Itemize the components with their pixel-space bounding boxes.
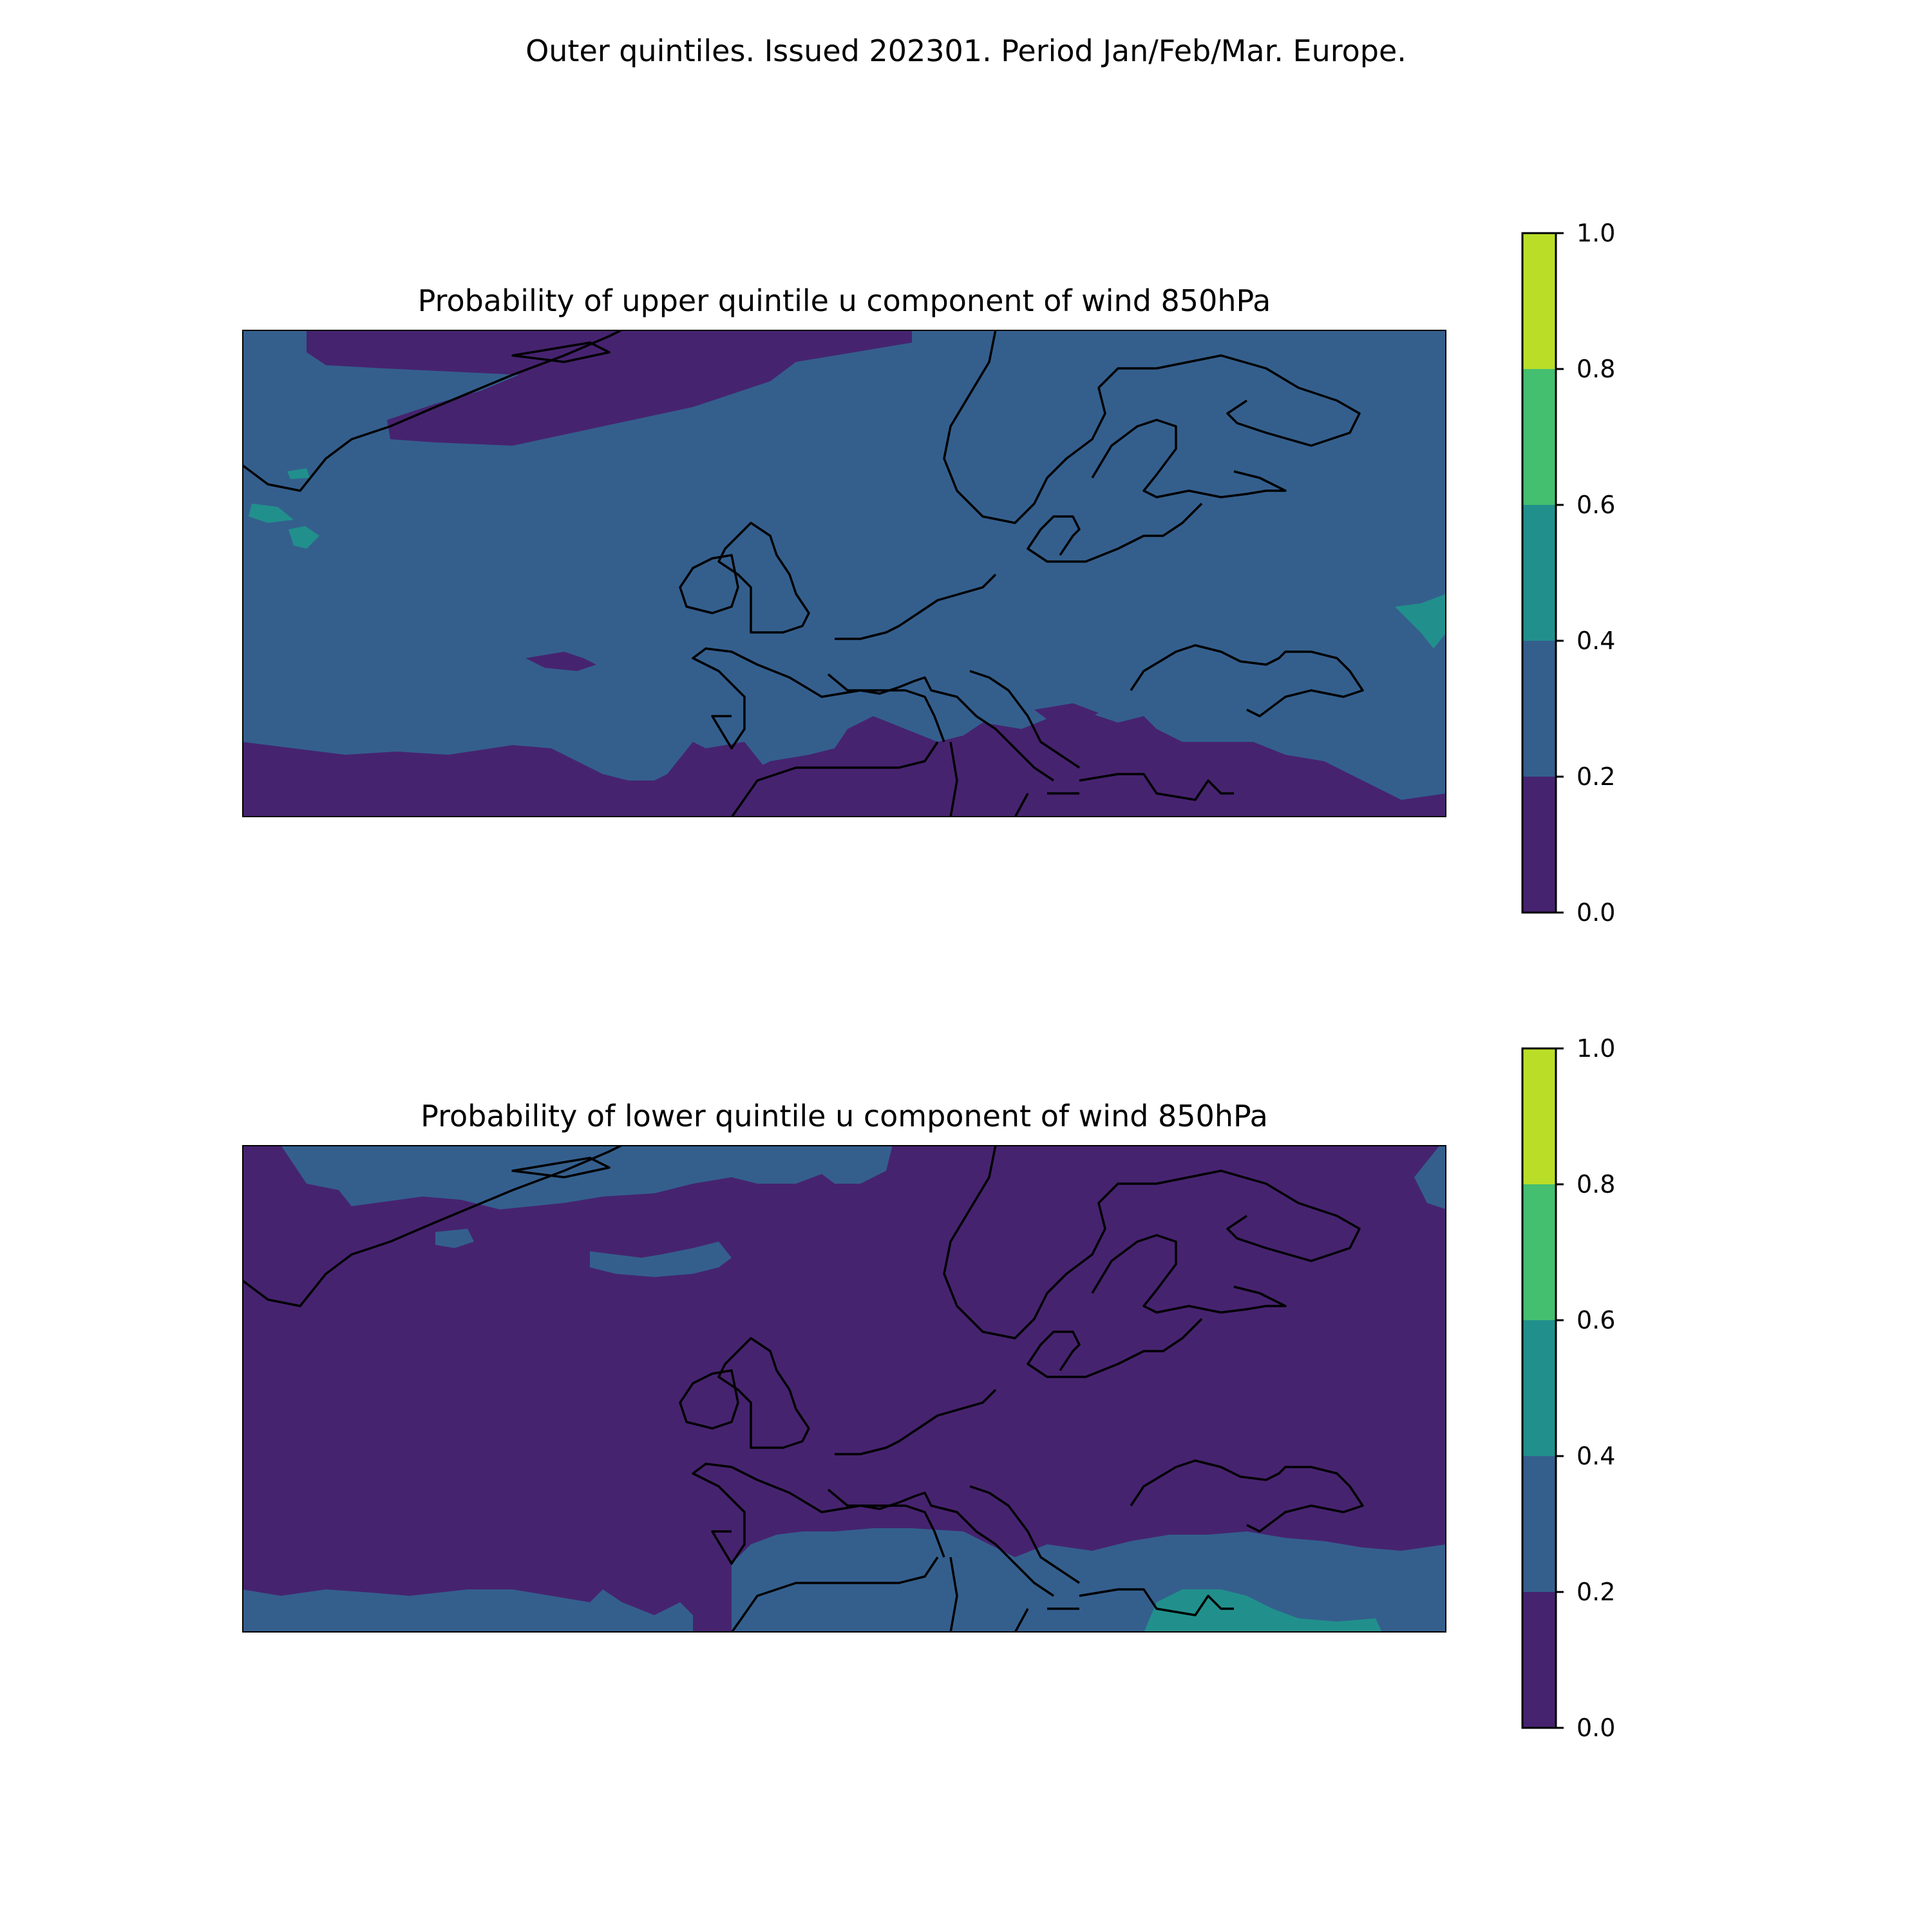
colorbar-band — [1522, 1184, 1556, 1320]
colorbar-band — [1522, 1592, 1556, 1728]
figure-title: Outer quintiles. Issued 202301. Period J… — [526, 33, 1406, 68]
coastlines — [242, 330, 1364, 817]
colorbar-upper — [1521, 232, 1564, 914]
colorbar-upper-tick: 0.8 — [1577, 355, 1616, 383]
fill-level-0.0-0.2 — [242, 742, 822, 817]
map-lower-quintile — [242, 1145, 1446, 1633]
colorbar-lower-tick: 0.2 — [1577, 1578, 1616, 1606]
colorbar-lower-tick: 0.6 — [1577, 1306, 1616, 1334]
colorbar-upper-tick: 0.4 — [1577, 627, 1616, 655]
colorbar-lower-tick: 0.4 — [1577, 1442, 1616, 1470]
colorbar-band — [1522, 505, 1556, 641]
fill-level-0.2-0.4 — [590, 1242, 732, 1277]
colorbar-band — [1522, 641, 1556, 777]
panel-upper-title: Probability of upper quintile u componen… — [417, 283, 1271, 318]
coastlines — [242, 1145, 1364, 1633]
colorbar-band — [1522, 1320, 1556, 1456]
fill-level-0.2-0.4 — [281, 1145, 893, 1209]
colorbar-band — [1522, 1048, 1556, 1184]
colorbar-upper-tick: 1.0 — [1577, 219, 1616, 247]
fill-level-0.4-0.6 — [287, 468, 310, 479]
fill-level-0.0-0.2 — [307, 330, 912, 446]
fill-level-0.4-0.6 — [1144, 1589, 1382, 1633]
fill-level-0.4-0.6 — [1395, 594, 1446, 649]
fill-level-0.0-0.2 — [1034, 703, 1099, 723]
map-upper-quintile — [242, 330, 1446, 817]
fill-level-0.4-0.6 — [289, 526, 319, 549]
colorbar-lower-tick: 0.0 — [1577, 1714, 1616, 1742]
colorbar-upper-tick: 0.6 — [1577, 491, 1616, 519]
colorbar-lower-tick: 0.8 — [1577, 1170, 1616, 1198]
colorbar-lower — [1521, 1047, 1564, 1729]
fill-level-0.0-0.2 — [706, 710, 1446, 817]
colorbar-band — [1522, 1456, 1556, 1592]
colorbar-upper-tick: 0.2 — [1577, 762, 1616, 791]
panel-lower-title: Probability of lower quintile u componen… — [421, 1099, 1268, 1133]
colorbar-lower-tick: 1.0 — [1577, 1034, 1616, 1063]
colorbar-band — [1522, 369, 1556, 505]
fill-level-0.2-0.4 — [435, 1229, 474, 1248]
colorbar-band — [1522, 777, 1556, 913]
fill-level-0.2-0.4 — [242, 1589, 693, 1633]
fill-level-0.4-0.6 — [249, 504, 294, 523]
fill-level-0.2-0.4 — [1414, 1145, 1446, 1209]
colorbar-band — [1522, 233, 1556, 369]
fill-level-0.0-0.2 — [526, 652, 596, 671]
colorbar-upper-tick: 0.0 — [1577, 898, 1616, 927]
